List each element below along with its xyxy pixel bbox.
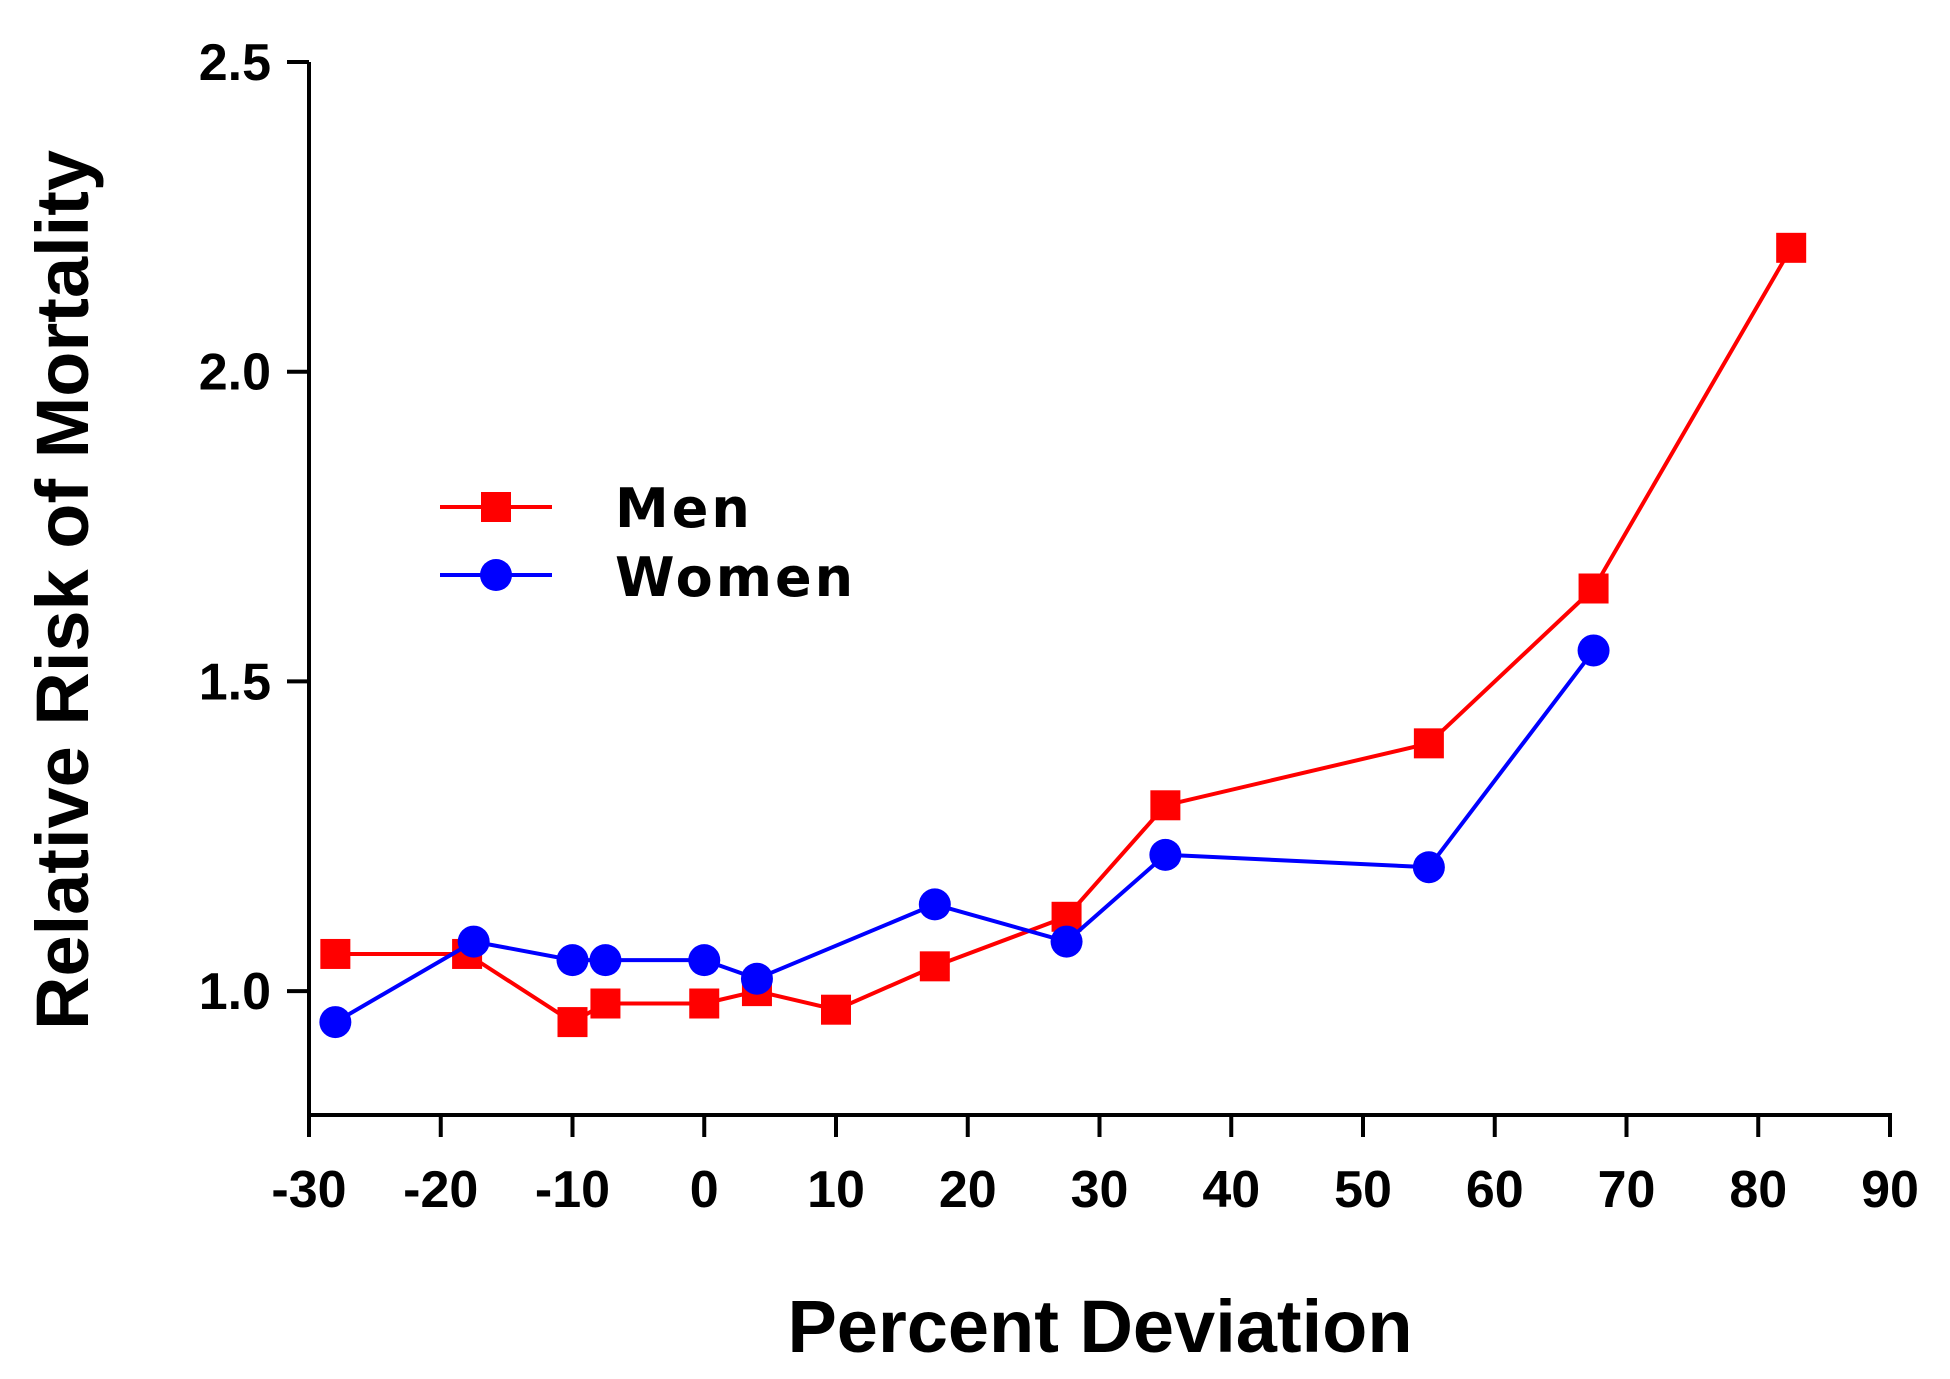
plot-area: 1.0 1.5 2.0 2.5 -30 -20 -10 0 10 20 30 40 50 60 70 80 9… xyxy=(199,34,1919,1219)
y-axis-ticks: 1.0 1.5 2.0 2.5 xyxy=(199,34,309,1021)
data-point-women xyxy=(1412,851,1445,884)
y-tick-label: 2.0 xyxy=(199,344,271,402)
data-point-men xyxy=(1413,728,1444,759)
data-point-men xyxy=(821,994,851,1025)
data-point-men xyxy=(1578,573,1609,604)
legend-women-label: Women xyxy=(615,546,856,609)
x-tick-label: 50 xyxy=(1334,1161,1392,1219)
data-point-women xyxy=(740,962,773,995)
data-point-women xyxy=(1577,634,1610,667)
y-tick-label: 2.5 xyxy=(199,34,271,92)
series-line-women xyxy=(334,649,1596,1024)
data-point-women xyxy=(556,944,589,977)
x-axis-ticks: -30 -20 -10 0 10 20 30 40 50 60 70 80 90 xyxy=(271,1115,1919,1219)
y-tick-label: 1.0 xyxy=(199,963,271,1021)
y-tick-label: 1.5 xyxy=(199,653,271,711)
x-tick-label: -20 xyxy=(403,1161,478,1219)
data-point-women xyxy=(589,944,622,977)
legend-men-label: Men xyxy=(615,477,753,540)
data-point-women xyxy=(319,1006,352,1039)
data-point-women xyxy=(1149,838,1182,871)
x-axis-title: Percent Deviation xyxy=(787,1285,1412,1368)
x-tick-label: -30 xyxy=(271,1161,346,1219)
x-tick-label: -10 xyxy=(535,1161,610,1219)
data-point-men xyxy=(1776,232,1807,263)
legend-women-marker xyxy=(480,559,512,591)
x-tick-label: 90 xyxy=(1861,1161,1919,1219)
data-point-women xyxy=(918,888,951,921)
data-point-men xyxy=(557,1007,588,1038)
legend-item-men: Men xyxy=(440,477,753,540)
y-axis-title: Relative Risk of Mortality xyxy=(21,150,104,1030)
x-tick-label: 60 xyxy=(1466,1161,1524,1219)
series-women xyxy=(319,634,1610,1039)
legend-item-women: Women xyxy=(440,546,856,609)
legend: Men Women xyxy=(440,477,856,609)
data-point-men xyxy=(1150,790,1181,821)
series-layer xyxy=(319,232,1807,1039)
data-point-women xyxy=(688,944,721,977)
x-tick-label: 40 xyxy=(1202,1161,1260,1219)
data-point-women xyxy=(1050,925,1083,958)
data-point-men xyxy=(919,951,950,982)
x-tick-label: 10 xyxy=(807,1161,865,1219)
data-point-women xyxy=(457,925,490,958)
legend-men-marker xyxy=(481,492,511,522)
x-tick-label: 80 xyxy=(1729,1161,1787,1219)
x-tick-label: 70 xyxy=(1598,1161,1656,1219)
x-tick-label: 20 xyxy=(939,1161,997,1219)
series-men xyxy=(320,232,1807,1038)
data-point-men xyxy=(689,988,720,1019)
x-tick-label: 0 xyxy=(690,1161,719,1219)
x-tick-label: 30 xyxy=(1071,1161,1129,1219)
data-point-men xyxy=(590,988,621,1019)
data-point-men xyxy=(320,938,351,969)
